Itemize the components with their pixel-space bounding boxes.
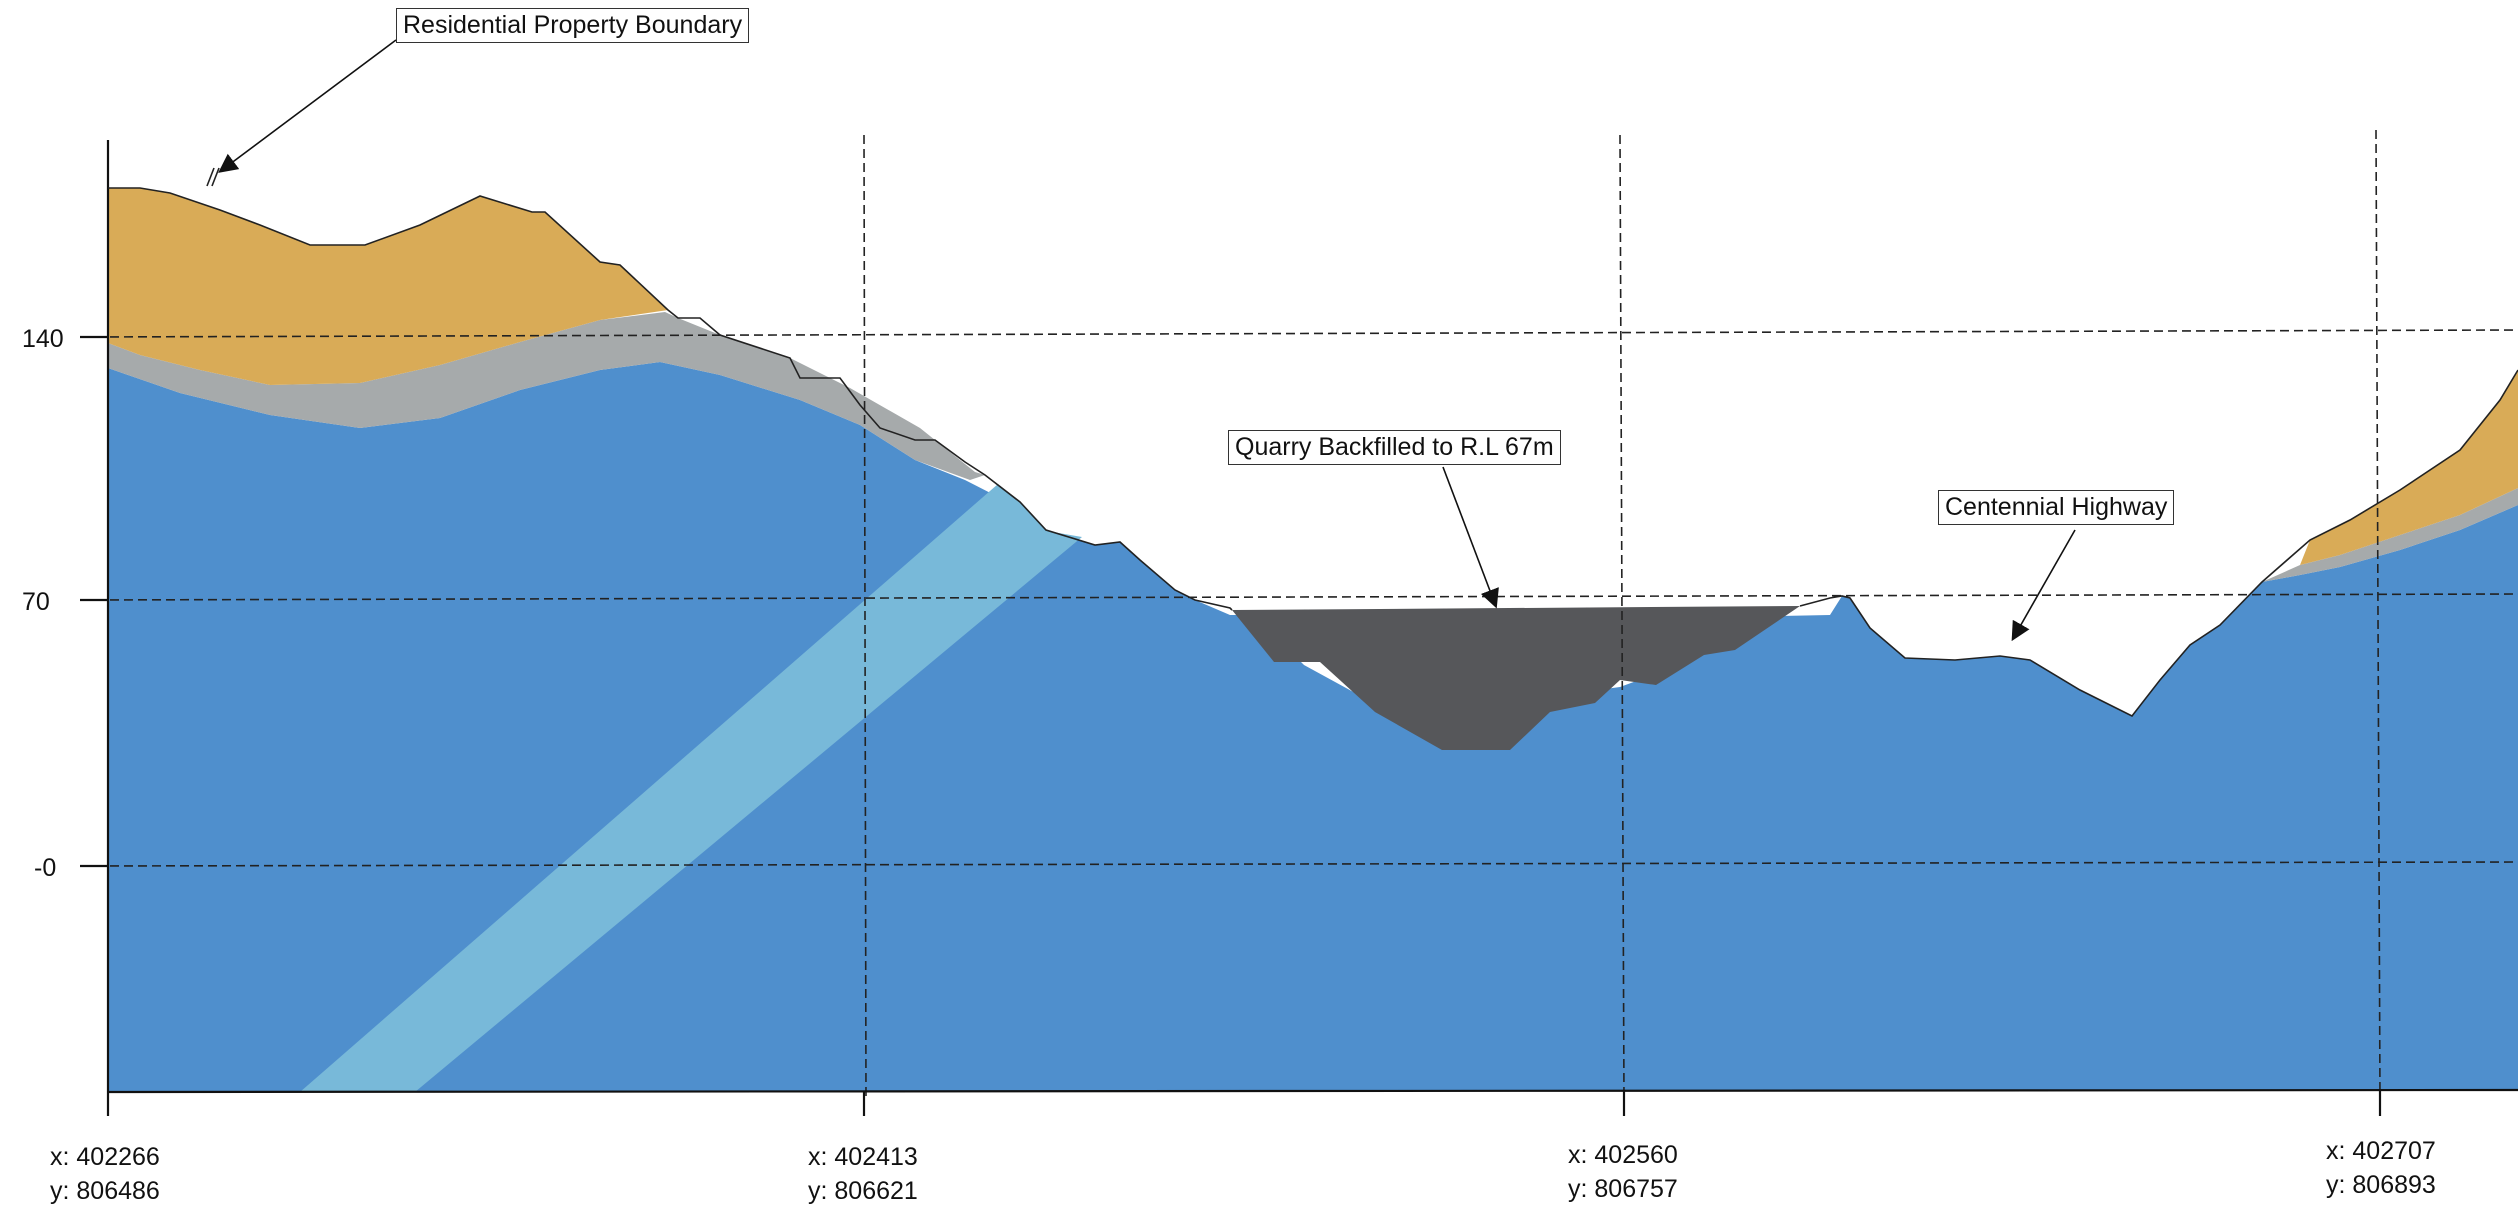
coordinate-label: x: 402707 y: 806893 [2326,1134,2436,1202]
ground-surface-east [1799,369,2518,718]
coordinate-label: x: 402266 y: 806486 [50,1140,160,1208]
property-boundary-marker [206,167,220,187]
property-boundary-leader [218,39,397,173]
property-boundary-callout: Residential Property Boundary [396,8,750,43]
coordinate-y: y: 806757 [1568,1175,1678,1203]
horizontal-gridlines [81,329,2518,867]
coordinate-y: y: 806893 [2326,1171,2436,1199]
coordinate-x: x: 402560 [1568,1141,1678,1169]
dyke-layer [300,484,1082,1092]
soil-layer-east [2300,370,2518,565]
highway-leader [2011,529,2076,642]
coordinate-label: x: 402413 y: 806621 [808,1140,918,1208]
ground-surface [108,187,1233,611]
elevation-label-70: 70 [22,588,50,616]
elevation-label-0: -0 [34,854,57,882]
coordinate-y: y: 806486 [50,1177,160,1205]
coordinate-x: x: 402413 [808,1143,918,1171]
soil-layer [108,188,668,385]
elevation-label-140: 140 [22,325,64,353]
highway-callout: Centennial Highway [1938,490,2175,525]
bedrock-layer [108,362,2518,1092]
quarry-callout: Quarry Backfilled to R.L 67m [1228,430,1561,465]
coordinate-y: y: 806621 [808,1177,918,1205]
axes [80,140,2518,1116]
coordinate-x: x: 402707 [2326,1137,2436,1165]
coordinate-label: x: 402560 y: 806757 [1568,1138,1678,1206]
quarry-backfill [1232,606,1800,750]
coordinate-x: x: 402266 [50,1143,160,1171]
quarry-leader [1442,466,1499,609]
vertical-gridlines [863,129,2381,1101]
weathered-layer [108,312,985,480]
